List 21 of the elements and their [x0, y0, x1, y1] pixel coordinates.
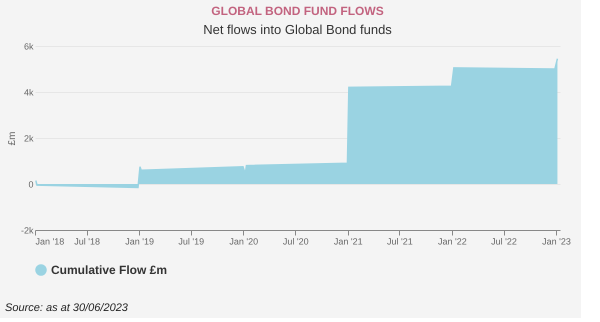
x-tick-label: Jul '21 [386, 236, 413, 246]
x-tick-label: Jan '19 [125, 236, 154, 246]
x-tick-label: Jan '23 [542, 236, 571, 246]
y-tick-label: 2k [24, 134, 34, 144]
x-tick-label: Jul '22 [491, 236, 517, 246]
x-tick-label: Jul '18 [74, 236, 100, 246]
y-tick-label: 0 [28, 180, 34, 190]
x-tick-label: Jan '18 [36, 236, 64, 246]
x-tick-label: Jul '20 [282, 236, 309, 246]
y-tick-label: 4k [24, 88, 34, 98]
legend-label: Cumulative Flow £m [51, 263, 168, 277]
x-tick-label: Jan '22 [438, 236, 467, 246]
source-note: Source: as at 30/06/2023 [5, 302, 129, 314]
y-axis-title: £m [7, 132, 18, 146]
chart-subtitle: Net flows into Global Bond funds [203, 22, 392, 37]
chart-title: GLOBAL BOND FUND FLOWS [211, 4, 384, 18]
y-tick-label: 6k [24, 42, 34, 52]
x-tick-label: Jul '19 [178, 236, 204, 246]
y-tick-label: -2k [20, 226, 34, 236]
x-tick-label: Jan '20 [229, 236, 258, 246]
x-tick-label: Jan '21 [334, 236, 363, 246]
